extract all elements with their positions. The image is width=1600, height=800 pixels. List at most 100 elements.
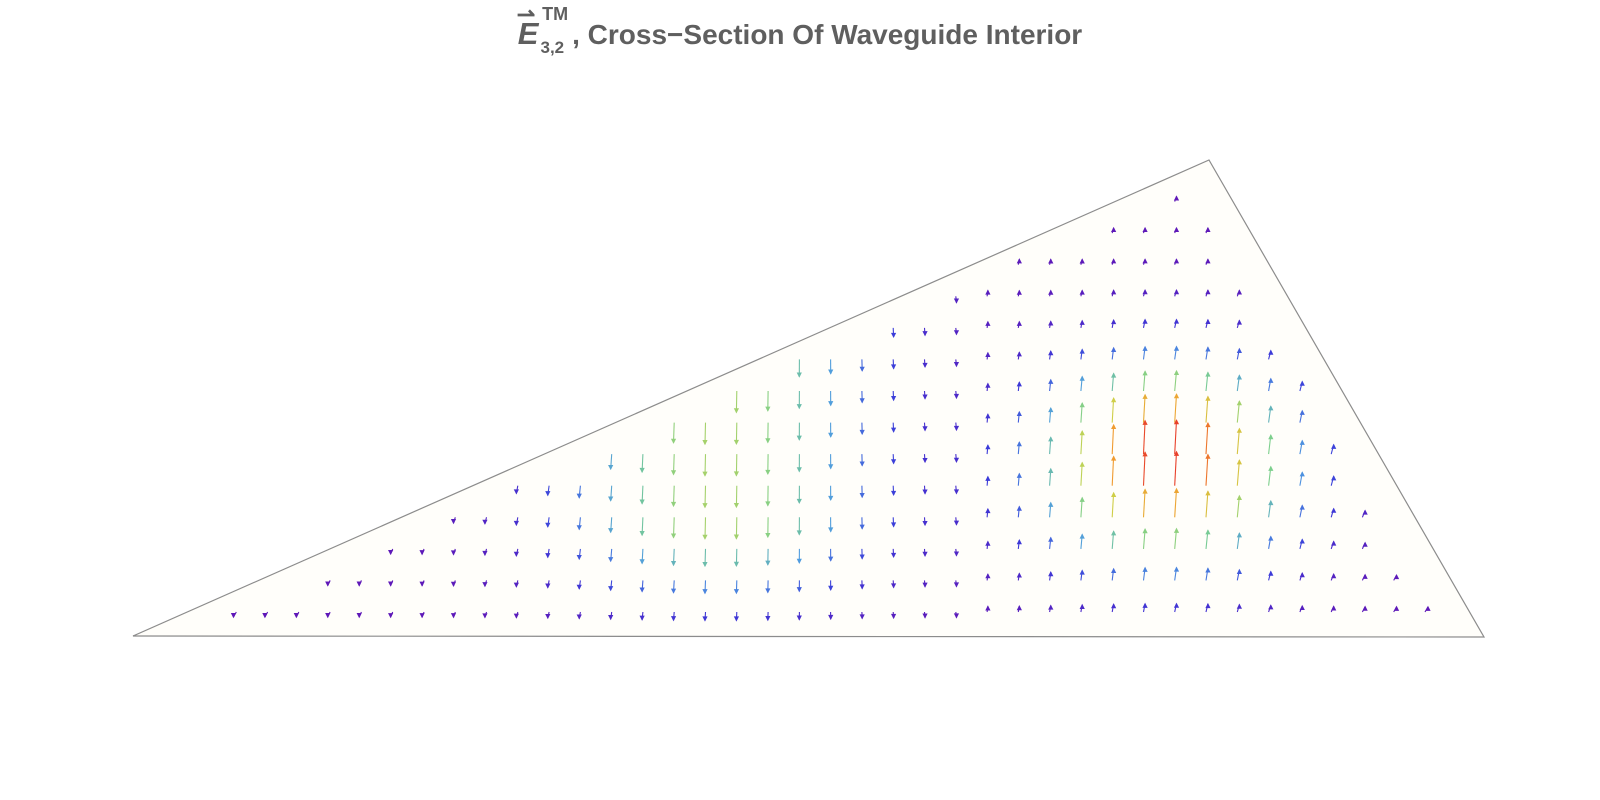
field-arrow-head <box>670 470 677 476</box>
field-arrow-head <box>1173 318 1180 324</box>
field-arrow <box>1111 456 1115 486</box>
field-arrow-head <box>1111 318 1117 325</box>
field-arrow-head <box>985 605 991 611</box>
field-arrow-head <box>953 298 960 304</box>
field-arrow-head <box>890 522 897 528</box>
field-arrow-head <box>1299 604 1305 611</box>
field-arrow-head <box>639 615 645 621</box>
field-arrow-head <box>859 366 865 372</box>
field-arrow-head <box>1331 605 1337 611</box>
field-arrow-head <box>1016 320 1022 326</box>
field-arrow-head <box>1205 226 1211 233</box>
field-arrow-head <box>859 461 865 467</box>
field-arrow-head <box>1111 423 1117 430</box>
field-arrow-head <box>1111 226 1117 233</box>
field-arrow-head <box>1236 568 1242 574</box>
field-arrow-head <box>765 406 771 412</box>
field-arrow-head <box>765 532 771 539</box>
title-text: , Cross−Section Of Waveguide Interior <box>572 19 1083 50</box>
field-arrow-head <box>262 613 268 619</box>
field-arrow-head <box>765 438 771 444</box>
field-arrow-head <box>639 559 645 565</box>
field-arrow-head <box>1079 319 1085 325</box>
field-arrow-head <box>1048 436 1054 442</box>
field-arrow-head <box>922 331 928 337</box>
field-arrow <box>1174 488 1178 518</box>
field-arrow-head <box>828 585 834 591</box>
field-arrow-head <box>1173 258 1180 264</box>
field-arrow-head <box>1205 318 1211 324</box>
field-arrow-head <box>765 469 771 476</box>
field-arrow-head <box>890 427 897 433</box>
field-arrow-head <box>1111 397 1117 403</box>
field-arrow-head <box>608 496 614 502</box>
field-arrow-head <box>953 457 960 463</box>
field-arrow-head <box>1299 439 1305 445</box>
field-arrow-head <box>859 493 865 499</box>
field-arrow-head <box>1173 393 1180 399</box>
field-arrow-head <box>1079 461 1085 467</box>
field-arrow-head <box>1331 573 1337 579</box>
field-arrow-head <box>1331 507 1337 513</box>
field-arrow-head <box>828 495 834 502</box>
field-arrow-head <box>1048 571 1054 577</box>
field-arrow-head <box>545 583 551 589</box>
field-arrow-head <box>702 616 708 622</box>
field-arrow-head <box>1016 289 1022 295</box>
field-arrow-head <box>1111 455 1117 461</box>
field-arrow-head <box>1016 258 1022 264</box>
field-arrow-head <box>576 614 582 620</box>
field-arrow-head <box>1299 380 1305 386</box>
field-arrow-head <box>1016 572 1022 578</box>
field-arrow-head <box>545 613 551 620</box>
field-arrow-head <box>608 586 614 592</box>
field-arrow-head <box>953 425 960 432</box>
field-arrow-head <box>419 613 425 619</box>
field-arrow-head <box>1331 540 1337 546</box>
field-arrow-head <box>356 581 362 587</box>
field-arrow-head <box>1048 350 1054 356</box>
field-arrow-head <box>513 489 519 495</box>
field-arrow-head <box>419 581 425 587</box>
field-arrow-head <box>1142 451 1148 457</box>
field-arrow-head <box>1299 571 1305 578</box>
field-arrow-head <box>1268 535 1274 541</box>
field-arrow-head <box>545 491 551 497</box>
field-arrow-head <box>828 527 834 533</box>
field-arrow-head <box>388 549 394 556</box>
field-arrow-head <box>513 520 519 527</box>
field-arrow-head <box>1299 538 1305 544</box>
field-arrow-head <box>859 398 865 404</box>
field-arrow-head <box>513 582 519 588</box>
field-arrow-head <box>1205 421 1211 428</box>
waveguide-boundary <box>132 159 1486 638</box>
field-arrow-head <box>1142 602 1148 608</box>
field-arrow-head <box>953 393 960 400</box>
field-arrow-head <box>1205 602 1211 609</box>
field-arrow-head <box>576 584 582 590</box>
field-arrow-head <box>1173 602 1180 608</box>
field-arrow <box>1174 394 1178 423</box>
field-arrow-head <box>1173 288 1180 295</box>
field-arrow-head <box>1173 566 1180 572</box>
field-arrow-head <box>733 502 740 509</box>
plot-title: ⇀ E 3,2TM, Cross−Section Of Waveguide In… <box>0 0 1600 60</box>
field-arrow-head <box>1173 369 1180 376</box>
field-arrow-head <box>576 493 582 499</box>
field-arrow-head <box>1048 289 1054 295</box>
field-arrow-head <box>325 581 331 587</box>
field-arrow-head <box>639 467 645 474</box>
field-arrow-head <box>702 534 708 540</box>
field-arrow-head <box>922 613 928 619</box>
field-arrow-head <box>765 616 771 622</box>
field-arrow-head <box>1362 573 1368 579</box>
field-arrow-head <box>1016 505 1022 511</box>
field-arrow-head <box>1111 491 1117 497</box>
field-arrow-head <box>828 464 834 470</box>
field-arrow-head <box>670 616 677 622</box>
field-arrow-head <box>1142 566 1148 572</box>
field-arrow-head <box>1236 603 1242 609</box>
field-arrow-head <box>639 531 645 537</box>
field-arrow <box>1205 491 1209 518</box>
field-arrow-head <box>482 519 488 525</box>
